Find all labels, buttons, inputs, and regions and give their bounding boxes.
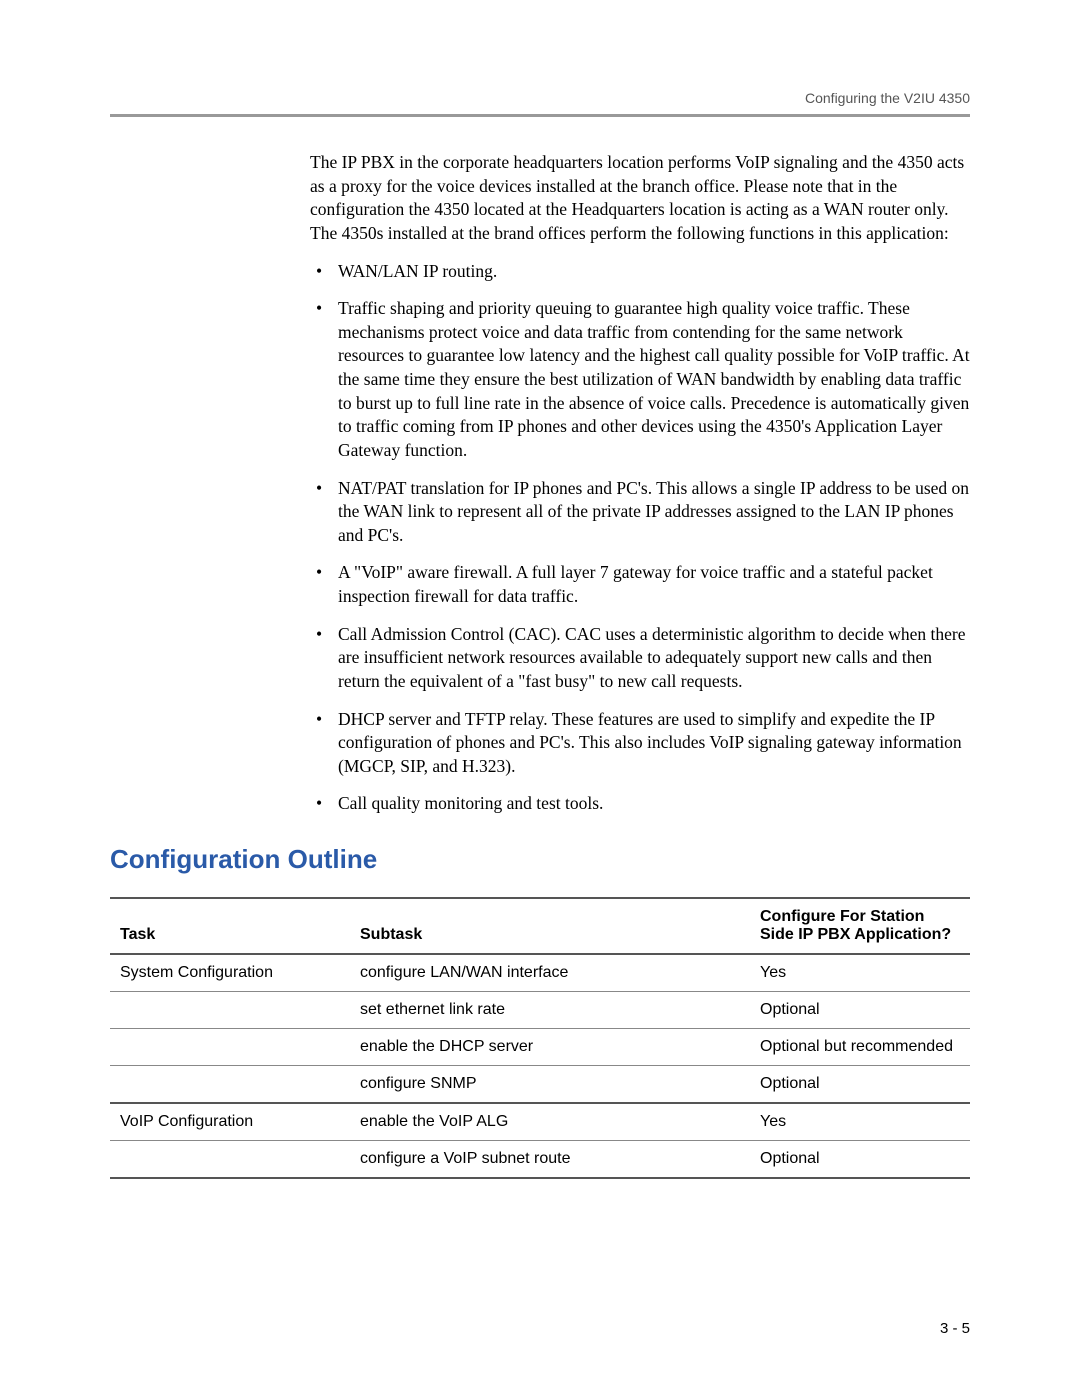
section-heading: Configuration Outline [110, 844, 970, 875]
table-header-row: Task Subtask Configure For Station Side … [110, 898, 970, 954]
col-header-subtask: Subtask [350, 898, 750, 954]
table-row: VoIP Configurationenable the VoIP ALGYes [110, 1103, 970, 1141]
cell-app: Optional [750, 992, 970, 1029]
bullet-list: WAN/LAN IP routing. Traffic shaping and … [310, 260, 970, 817]
header-rule [110, 114, 970, 117]
cell-app: Optional but recommended [750, 1029, 970, 1066]
intro-block: The IP PBX in the corporate headquarters… [310, 151, 970, 246]
cell-app: Optional [750, 1066, 970, 1104]
cell-app: Yes [750, 1103, 970, 1141]
cell-subtask: configure SNMP [350, 1066, 750, 1104]
cell-subtask: configure a VoIP subnet route [350, 1141, 750, 1179]
cell-task [110, 992, 350, 1029]
bullet-item: NAT/PAT translation for IP phones and PC… [310, 477, 970, 548]
cell-task [110, 1141, 350, 1179]
bullet-item: DHCP server and TFTP relay. These featur… [310, 708, 970, 779]
page-number: 3 - 5 [940, 1320, 970, 1337]
bullet-item: Call Admission Control (CAC). CAC uses a… [310, 623, 970, 694]
cell-app: Yes [750, 954, 970, 992]
col-header-task: Task [110, 898, 350, 954]
cell-task: System Configuration [110, 954, 350, 992]
cell-task [110, 1029, 350, 1066]
bullet-item: Call quality monitoring and test tools. [310, 792, 970, 816]
table-row: configure SNMPOptional [110, 1066, 970, 1104]
bullet-item: WAN/LAN IP routing. [310, 260, 970, 284]
table-row: configure a VoIP subnet routeOptional [110, 1141, 970, 1179]
cell-task: VoIP Configuration [110, 1103, 350, 1141]
table-row: enable the DHCP serverOptional but recom… [110, 1029, 970, 1066]
cell-subtask: enable the VoIP ALG [350, 1103, 750, 1141]
table-row: set ethernet link rateOptional [110, 992, 970, 1029]
running-header: Configuring the V2IU 4350 [110, 90, 970, 106]
cell-task [110, 1066, 350, 1104]
col-header-app: Configure For Station Side IP PBX Applic… [750, 898, 970, 954]
cell-subtask: configure LAN/WAN interface [350, 954, 750, 992]
cell-subtask: enable the DHCP server [350, 1029, 750, 1066]
intro-paragraph: The IP PBX in the corporate headquarters… [310, 151, 970, 246]
cell-subtask: set ethernet link rate [350, 992, 750, 1029]
cell-app: Optional [750, 1141, 970, 1179]
config-outline-table: Task Subtask Configure For Station Side … [110, 897, 970, 1179]
table-row: System Configurationconfigure LAN/WAN in… [110, 954, 970, 992]
bullet-item: Traffic shaping and priority queuing to … [310, 297, 970, 462]
page: Configuring the V2IU 4350 The IP PBX in … [0, 0, 1080, 1397]
bullet-item: A "VoIP" aware firewall. A full layer 7 … [310, 561, 970, 608]
